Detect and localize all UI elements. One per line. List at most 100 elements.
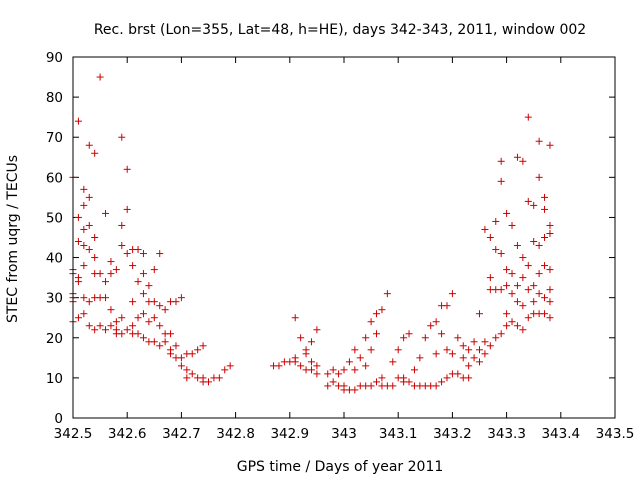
data-point: [167, 350, 175, 358]
data-point: [102, 278, 110, 286]
data-point: [74, 278, 82, 286]
data-point: [389, 358, 397, 366]
data-point: [150, 338, 158, 346]
data-point: [486, 234, 494, 241]
data-point: [492, 334, 500, 342]
data-point: [340, 366, 348, 374]
data-point: [134, 246, 142, 254]
data-point: [215, 374, 223, 382]
x-tick-label: 342.9: [270, 426, 309, 442]
x-tick-label: 342.7: [162, 426, 201, 442]
data-point: [367, 318, 375, 326]
data-point: [432, 318, 440, 326]
data-point: [351, 366, 359, 374]
data-point: [535, 242, 543, 250]
data-point: [161, 306, 169, 314]
data-point: [123, 205, 131, 213]
data-point: [438, 378, 446, 386]
data-point: [96, 270, 104, 278]
data-point: [275, 362, 283, 370]
data-point: [85, 193, 93, 201]
data-point: [307, 338, 315, 346]
data-point: [519, 274, 527, 282]
data-point: [172, 342, 180, 350]
y-tick-label: 90: [46, 50, 63, 66]
data-point: [150, 298, 158, 306]
data-point: [188, 350, 196, 358]
data-point: [91, 149, 99, 157]
data-point: [74, 117, 82, 125]
data-point: [102, 209, 110, 217]
data-point: [118, 314, 126, 322]
data-point: [503, 209, 511, 217]
x-axis-label: GPS time / Days of year 2011: [237, 459, 444, 475]
data-point: [367, 382, 375, 390]
data-point: [535, 137, 543, 145]
x-tick-label: 342.5: [54, 426, 93, 442]
data-point: [546, 221, 554, 229]
y-axis-label: STEC from uqrg / TECUs: [5, 155, 21, 323]
data-point: [226, 362, 234, 370]
data-point: [524, 286, 532, 294]
x-tick-label: 343.4: [541, 426, 580, 442]
data-point: [80, 201, 88, 209]
data-point: [107, 258, 115, 266]
data-point: [96, 73, 104, 81]
data-point: [503, 322, 511, 330]
data-point: [524, 113, 532, 121]
data-point: [465, 374, 473, 382]
data-point: [118, 133, 126, 141]
axis-ticks: 342.5 342.6 342.7 342.8 342.9 343 343.1 343.2 34…: [46, 50, 635, 442]
data-point: [389, 382, 397, 390]
data-point: [513, 242, 521, 250]
data-point: [508, 270, 516, 278]
data-point: [96, 322, 104, 330]
data-point: [134, 278, 142, 286]
data-point: [329, 366, 337, 374]
data-point: [400, 334, 408, 342]
data-point: [145, 282, 153, 290]
data-point: [394, 346, 402, 354]
data-point: [139, 270, 147, 278]
data-point: [530, 282, 538, 290]
data-point: [329, 378, 337, 386]
data-point: [541, 310, 549, 318]
data-point: [497, 157, 505, 165]
data-point: [503, 266, 511, 274]
data-point: [74, 213, 82, 221]
data-point: [297, 362, 305, 370]
data-point: [156, 322, 164, 330]
data-point: [454, 370, 462, 378]
data-point: [183, 374, 191, 382]
data-point: [481, 225, 489, 233]
data-point: [519, 157, 527, 165]
data-point: [519, 326, 527, 334]
data-point: [373, 378, 381, 386]
data-point: [183, 366, 191, 374]
data-point: [432, 382, 440, 390]
data-point: [118, 330, 126, 338]
data-point: [405, 330, 413, 338]
data-point: [470, 354, 478, 362]
data-point: [497, 330, 505, 338]
data-point: [123, 250, 131, 258]
data-point: [91, 234, 99, 241]
data-point: [74, 238, 82, 246]
data-point: [497, 286, 505, 294]
data-point: [448, 290, 456, 298]
data-point: [85, 298, 93, 306]
y-tick-label: 80: [46, 90, 63, 106]
data-point: [378, 306, 386, 314]
data-point: [546, 266, 554, 274]
data-point: [313, 326, 321, 334]
data-point: [80, 242, 88, 250]
data-point: [74, 314, 82, 322]
data-point: [481, 350, 489, 358]
data-point: [519, 254, 527, 262]
data-point: [118, 242, 126, 250]
data-point: [373, 310, 381, 318]
data-point: [541, 262, 549, 270]
data-point: [448, 350, 456, 358]
data-point: [492, 217, 500, 225]
